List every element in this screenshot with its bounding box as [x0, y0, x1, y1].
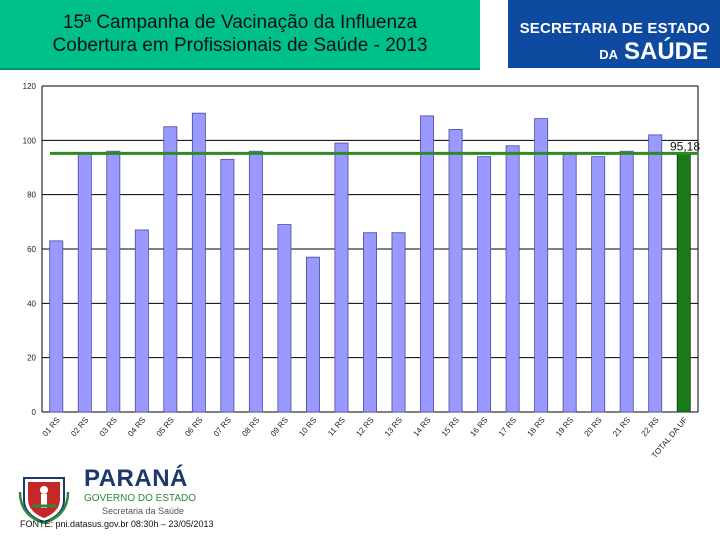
y-tick-label: 20: [27, 354, 36, 363]
bar: [305, 256, 320, 413]
x-tick-label: 20 RS: [583, 416, 604, 439]
x-tick-label: 21 RS: [611, 416, 632, 439]
x-tick-label: 02 RS: [69, 416, 90, 439]
y-tick-label: 100: [23, 136, 37, 145]
reference-line-label: 95,18: [670, 139, 700, 153]
x-tick-label: 11 RS: [326, 416, 347, 438]
page-title: 15ª Campanha de Vacinação da Influenza: [62, 12, 418, 33]
bar: [248, 150, 263, 413]
bar: [134, 229, 149, 413]
bar: [363, 232, 377, 413]
x-tick-label: 17 RS: [497, 416, 518, 439]
bar: [591, 156, 606, 413]
brand-main: SAÚDE: [623, 38, 708, 65]
x-tick-label: 14 RS: [411, 416, 432, 439]
bar: [562, 153, 577, 413]
secretaria-logo: SECRETARIA DE ESTADO DA SAÚDE: [508, 0, 720, 68]
brand-line2: DA SAÚDE: [599, 38, 708, 66]
y-tick-label: 120: [23, 82, 37, 91]
coverage-bar-chart: 0 20 40 60 80 100 120 01 RS 02 RS 03 RS 04 RS 05 RS…: [23, 82, 701, 460]
x-tick-label: 13 RS: [383, 416, 404, 439]
x-tick-label: 06 RS: [183, 416, 204, 439]
bar: [391, 232, 406, 413]
x-tick-label: 04 RS: [126, 416, 147, 439]
bar: [534, 118, 549, 413]
government-label: GOVERNO DO ESTADO: [84, 493, 197, 504]
x-tick-label: 01 RS: [41, 416, 62, 439]
title-banner: 15ª Campanha de Vacinação da Influenza C…: [0, 0, 480, 70]
x-tick-label: 03 RS: [98, 416, 119, 439]
bar: [277, 224, 292, 413]
x-tick-label: 22 RS: [640, 416, 661, 439]
y-tick-label: 40: [27, 299, 36, 308]
y-tick-label: 0: [32, 408, 37, 417]
x-tick-label: 12 RS: [354, 416, 375, 439]
brand-line1: SECRETARIA DE ESTADO: [519, 20, 710, 37]
y-tick-label: 80: [27, 191, 36, 200]
bar: [220, 158, 235, 413]
bar: [163, 126, 178, 413]
x-tick-label: 08 RS: [240, 416, 261, 439]
bar: [420, 115, 435, 413]
x-tick-label: 15 RS: [440, 416, 461, 439]
x-tick-label: 18 RS: [525, 416, 546, 439]
bar: [477, 156, 492, 413]
x-tick-label: 09 RS: [269, 416, 290, 439]
page-subtitle: Cobertura em Profissionais de Saúde - 20…: [52, 35, 428, 56]
parana-coat-of-arms-icon: [18, 477, 70, 524]
bar: [49, 240, 64, 413]
bar: [191, 112, 206, 413]
bar: [505, 145, 520, 413]
parana-brand: PARANÁ GOVERNO DO ESTADO Secretaria da S…: [84, 466, 196, 517]
bar: [106, 150, 121, 413]
bar: [619, 150, 634, 413]
chart-area: 0 20 40 60 80 100 120 01 RS 02 RS 03 RS 04 RS 05 RS…: [14, 78, 704, 468]
bar: [448, 129, 463, 413]
source-note: FONTE: pni.datasus.gov.br 08:30h – 23/05…: [20, 519, 214, 529]
x-tick-label: 19 RS: [554, 416, 575, 439]
bar: [334, 142, 349, 413]
department-label: Secretaria da Saúde: [102, 506, 185, 516]
bar: [77, 153, 92, 413]
x-tick-label: 16 RS: [468, 416, 489, 439]
x-tick-label: 07 RS: [212, 416, 233, 439]
brand-prefix: DA: [599, 47, 618, 62]
state-name: PARANÁ: [84, 465, 188, 492]
bar: [648, 134, 663, 413]
y-tick-label: 60: [27, 245, 36, 254]
x-tick-label: 10 RS: [297, 416, 318, 439]
x-tick-label: 05 RS: [155, 416, 176, 439]
bar: [676, 153, 691, 413]
